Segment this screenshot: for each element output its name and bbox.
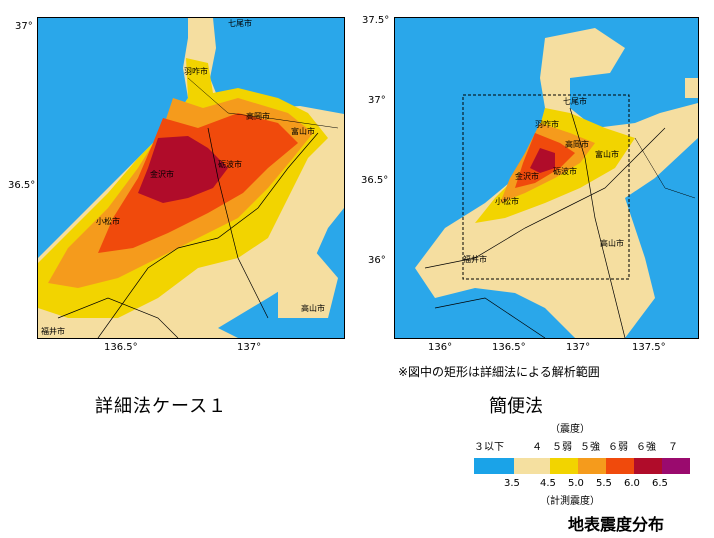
legend-int-5l: ５弱: [552, 442, 572, 453]
legend-swatch-4: [606, 458, 634, 474]
caption-detailed-method: 詳細法ケース１: [95, 396, 228, 417]
city-label-tonami: 砺波市: [218, 160, 242, 169]
lon-tick-136-5-left: 136.5°: [104, 342, 138, 353]
figure-title: 地表震度分布: [568, 515, 665, 534]
city-label-fukui-r: 福井市: [463, 255, 487, 264]
city-label-toyama: 富山市: [291, 127, 315, 136]
lat-tick-37-5-right: 37.5°: [362, 15, 390, 26]
city-label-tonami-r: 砺波市: [553, 167, 577, 176]
city-label-kanazawa: 金沢市: [150, 170, 174, 179]
legend-int-5u: ５強: [580, 442, 600, 453]
city-label-takaoka: 高岡市: [246, 112, 270, 121]
analysis-area-note: ※図中の矩形は詳細法による解析範囲: [398, 365, 600, 379]
city-label-komatsu: 小松市: [96, 217, 120, 226]
legend-swatch-1: [514, 458, 550, 474]
legend-swatch-6: [662, 458, 690, 474]
legend-int-6u: ６強: [636, 442, 656, 453]
lat-tick-36-5-right: 36.5°: [361, 175, 389, 186]
city-label-takaoka-r: 高岡市: [565, 140, 589, 149]
simplified-method-map: 七尾市 羽咋市 高岡市 富山市 金沢市 砺波市 小松市 高山市 福井市: [394, 17, 699, 339]
legend-val-3-5: 3.5: [504, 478, 520, 489]
city-label-hakui: 羽咋市: [184, 67, 208, 76]
left-intensity-map: [38, 18, 344, 338]
analysis-area-rectangle: [462, 94, 630, 280]
lat-tick-37-right: 37°: [368, 95, 386, 106]
city-label-nanao: 七尾市: [228, 19, 252, 28]
legend-swatch-2: [550, 458, 578, 474]
detailed-method-map: 七尾市 羽咋市 高岡市 富山市 金沢市 砺波市 小松市 高山市 福井市: [37, 17, 345, 339]
legend-val-5-0: 5.0: [568, 478, 584, 489]
lat-tick-36-5-left: 36.5°: [8, 180, 36, 191]
caption-simplified-method: 簡便法: [489, 396, 543, 417]
legend-int-6l: ６弱: [608, 442, 628, 453]
legend-int-4: ４: [532, 442, 542, 453]
lat-tick-36-right: 36°: [368, 255, 386, 266]
lon-tick-137-right: 137°: [566, 342, 591, 353]
legend-val-6-5: 6.5: [652, 478, 668, 489]
lon-tick-136-right: 136°: [428, 342, 453, 353]
city-label-kanazawa-r: 金沢市: [515, 172, 539, 181]
legend-top-label: （震度）: [550, 424, 590, 435]
city-label-komatsu-r: 小松市: [495, 197, 519, 206]
legend-bottom-label: （計測震度）: [540, 496, 600, 507]
legend-swatch-3: [578, 458, 606, 474]
legend-val-6-0: 6.0: [624, 478, 640, 489]
lon-tick-137-left: 137°: [237, 342, 262, 353]
city-label-takayama: 高山市: [301, 304, 325, 313]
lon-tick-137-5-right: 137.5°: [632, 342, 666, 353]
lat-tick-37-left: 37°: [15, 21, 33, 32]
city-label-hakui-r: 羽咋市: [535, 120, 559, 129]
city-label-fukui: 福井市: [41, 327, 65, 336]
legend-swatch-5: [634, 458, 662, 474]
city-label-nanao-r: 七尾市: [563, 97, 587, 106]
city-label-takayama-r: 高山市: [600, 239, 624, 248]
legend-swatch-0: [474, 458, 514, 474]
city-label-toyama-r: 富山市: [595, 150, 619, 159]
legend-val-4-5: 4.5: [540, 478, 556, 489]
intensity-legend: （震度） ３以下 ４ ５弱 ５強 ６弱 ６強 ７ 3.5 4.5 5.0 5.5…: [470, 418, 700, 528]
legend-val-5-5: 5.5: [596, 478, 612, 489]
legend-int-3: ３以下: [474, 442, 504, 453]
right-intensity-map: [395, 28, 698, 338]
legend-int-7: ７: [668, 442, 678, 453]
lon-tick-136-5-right: 136.5°: [492, 342, 526, 353]
